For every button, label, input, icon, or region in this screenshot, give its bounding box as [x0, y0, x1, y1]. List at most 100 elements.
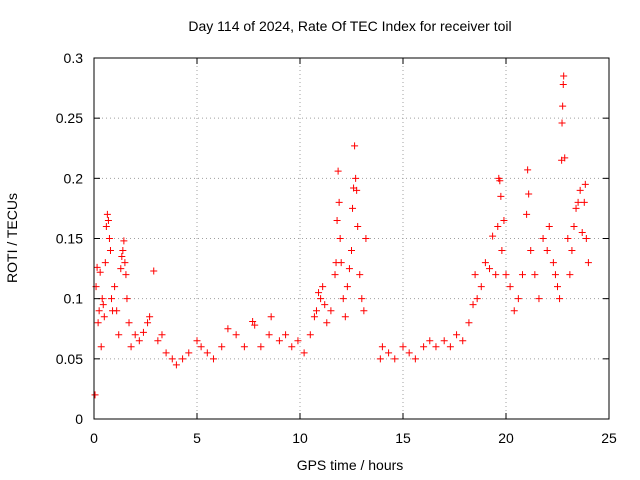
- data-point: [477, 283, 485, 291]
- data-point: [531, 271, 539, 279]
- data-point: [560, 72, 568, 80]
- data-point: [327, 307, 335, 315]
- data-point: [440, 337, 448, 345]
- data-point: [352, 174, 360, 182]
- data-point: [294, 337, 302, 345]
- data-point: [218, 343, 226, 351]
- data-point: [549, 259, 557, 267]
- data-point: [554, 283, 561, 291]
- data-point: [97, 343, 105, 351]
- data-point: [224, 325, 232, 333]
- data-point: [232, 331, 240, 339]
- data-point: [574, 198, 582, 206]
- data-point: [99, 301, 107, 309]
- data-point: [94, 319, 102, 327]
- data-point: [341, 313, 349, 321]
- data-point: [102, 222, 110, 230]
- data-point: [358, 295, 366, 303]
- data-point: [556, 295, 564, 303]
- data-point: [566, 271, 574, 279]
- data-point: [559, 80, 567, 88]
- data-point: [354, 222, 362, 230]
- data-point: [348, 247, 355, 255]
- data-point: [117, 265, 125, 273]
- data-point: [282, 331, 290, 339]
- y-tick-label: 0.25: [56, 110, 83, 126]
- data-point: [306, 331, 314, 339]
- data-point: [337, 259, 345, 267]
- data-point: [510, 307, 518, 315]
- data-point: [100, 313, 108, 321]
- data-point: [362, 235, 370, 242]
- data-point: [500, 216, 508, 224]
- data-point: [315, 289, 323, 297]
- x-tick-label: 10: [292, 430, 308, 446]
- data-point: [446, 343, 454, 351]
- data-point: [420, 343, 428, 351]
- x-tick-label: 0: [90, 430, 98, 446]
- data-point: [127, 343, 135, 351]
- plot-frame: [93, 57, 610, 420]
- data-point: [240, 343, 248, 351]
- data-point: [91, 391, 99, 399]
- data-point: [535, 295, 543, 303]
- data-point: [492, 271, 500, 279]
- data-point: [249, 318, 257, 326]
- data-point: [93, 263, 101, 271]
- data-point: [193, 337, 201, 345]
- data-point: [120, 237, 128, 245]
- data-point: [514, 295, 522, 303]
- y-tick-label: 0.15: [56, 231, 83, 247]
- data-point: [123, 295, 131, 303]
- data-point: [119, 247, 127, 255]
- data-point: [162, 349, 170, 357]
- data-point: [411, 355, 419, 363]
- data-point: [498, 247, 506, 255]
- data-point: [103, 210, 111, 218]
- data-point: [527, 247, 535, 255]
- data-point: [101, 259, 109, 267]
- data-point: [106, 247, 114, 255]
- data-point: [310, 313, 318, 321]
- data-points: [91, 72, 592, 399]
- data-point: [115, 331, 123, 339]
- data-point: [108, 295, 116, 303]
- data-point: [525, 190, 533, 198]
- x-tick-label: 25: [601, 430, 617, 446]
- data-point: [111, 283, 119, 291]
- data-point: [473, 295, 481, 303]
- data-point: [506, 283, 514, 291]
- data-point: [267, 313, 275, 321]
- data-point: [105, 235, 113, 242]
- data-point: [551, 271, 559, 279]
- data-point: [564, 235, 572, 242]
- data-point: [323, 319, 331, 327]
- grid-lines: [94, 58, 609, 419]
- data-point: [471, 271, 479, 279]
- data-point: [168, 355, 176, 363]
- data-point: [465, 319, 473, 327]
- y-tick-label: 0: [75, 411, 83, 427]
- data-point: [399, 343, 407, 351]
- data-point: [581, 180, 589, 188]
- data-point: [104, 216, 112, 224]
- data-point: [545, 222, 553, 230]
- data-point: [578, 228, 586, 236]
- data-point: [405, 349, 413, 357]
- data-point: [568, 247, 576, 255]
- data-point: [203, 349, 211, 357]
- data-point: [496, 177, 504, 185]
- data-point: [580, 198, 588, 206]
- data-point: [333, 216, 341, 224]
- data-point: [360, 307, 368, 315]
- data-point: [459, 337, 467, 345]
- data-point: [561, 154, 569, 162]
- data-point: [154, 337, 162, 345]
- data-point: [319, 283, 327, 291]
- data-point: [185, 349, 193, 357]
- data-point: [469, 301, 477, 309]
- y-axis-label: ROTI / TECUs: [4, 193, 20, 283]
- data-point: [543, 247, 551, 255]
